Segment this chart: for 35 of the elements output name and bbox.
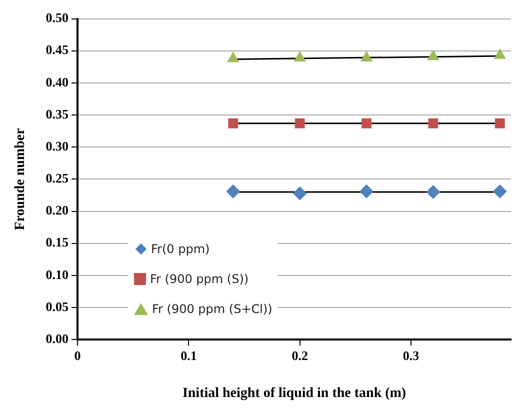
point: [292, 186, 307, 200]
point: [294, 118, 305, 128]
legend-label: Fr(0 ppm): [151, 242, 210, 256]
y-tick-label: 0.15: [46, 234, 70, 250]
point: [362, 118, 372, 128]
y-tick-label: 0.20: [46, 202, 69, 218]
x-tick-label: 0.3: [402, 348, 420, 363]
y-tick-label: 0.45: [46, 42, 70, 58]
y-tick-label: 0.00: [46, 330, 69, 346]
x-tick-label: 0.1: [180, 348, 197, 363]
point: [494, 48, 506, 59]
y-tick-label: 0.50: [46, 10, 69, 26]
y-tick-label: 0.10: [46, 266, 69, 282]
point: [228, 118, 238, 128]
point: [427, 50, 440, 60]
point: [492, 184, 507, 198]
point: [494, 118, 505, 128]
point: [294, 50, 306, 62]
point: [426, 185, 440, 200]
point: [428, 118, 438, 128]
point: [360, 50, 373, 62]
legend-label: Fr (900 ppm (S+Cl)): [152, 302, 272, 316]
y-tick-label: 0.30: [46, 138, 69, 154]
y-tick-label: 0.40: [46, 74, 69, 90]
point: [227, 52, 240, 62]
point: [360, 184, 374, 198]
x-tick-label: 0.2: [292, 348, 308, 363]
y-tick-label: 0.35: [46, 106, 70, 122]
y-tick-label: 0.05: [46, 298, 70, 314]
point: [226, 184, 240, 198]
x-axis-title: Initial height of liquid in the tank (m): [182, 386, 406, 402]
legend-label: Fr (900 ppm (S)): [150, 272, 249, 286]
y-axis-title: Frounde number: [13, 128, 28, 230]
y-tick-label: 0.25: [46, 170, 70, 186]
x-tick-label: 0: [74, 348, 81, 363]
